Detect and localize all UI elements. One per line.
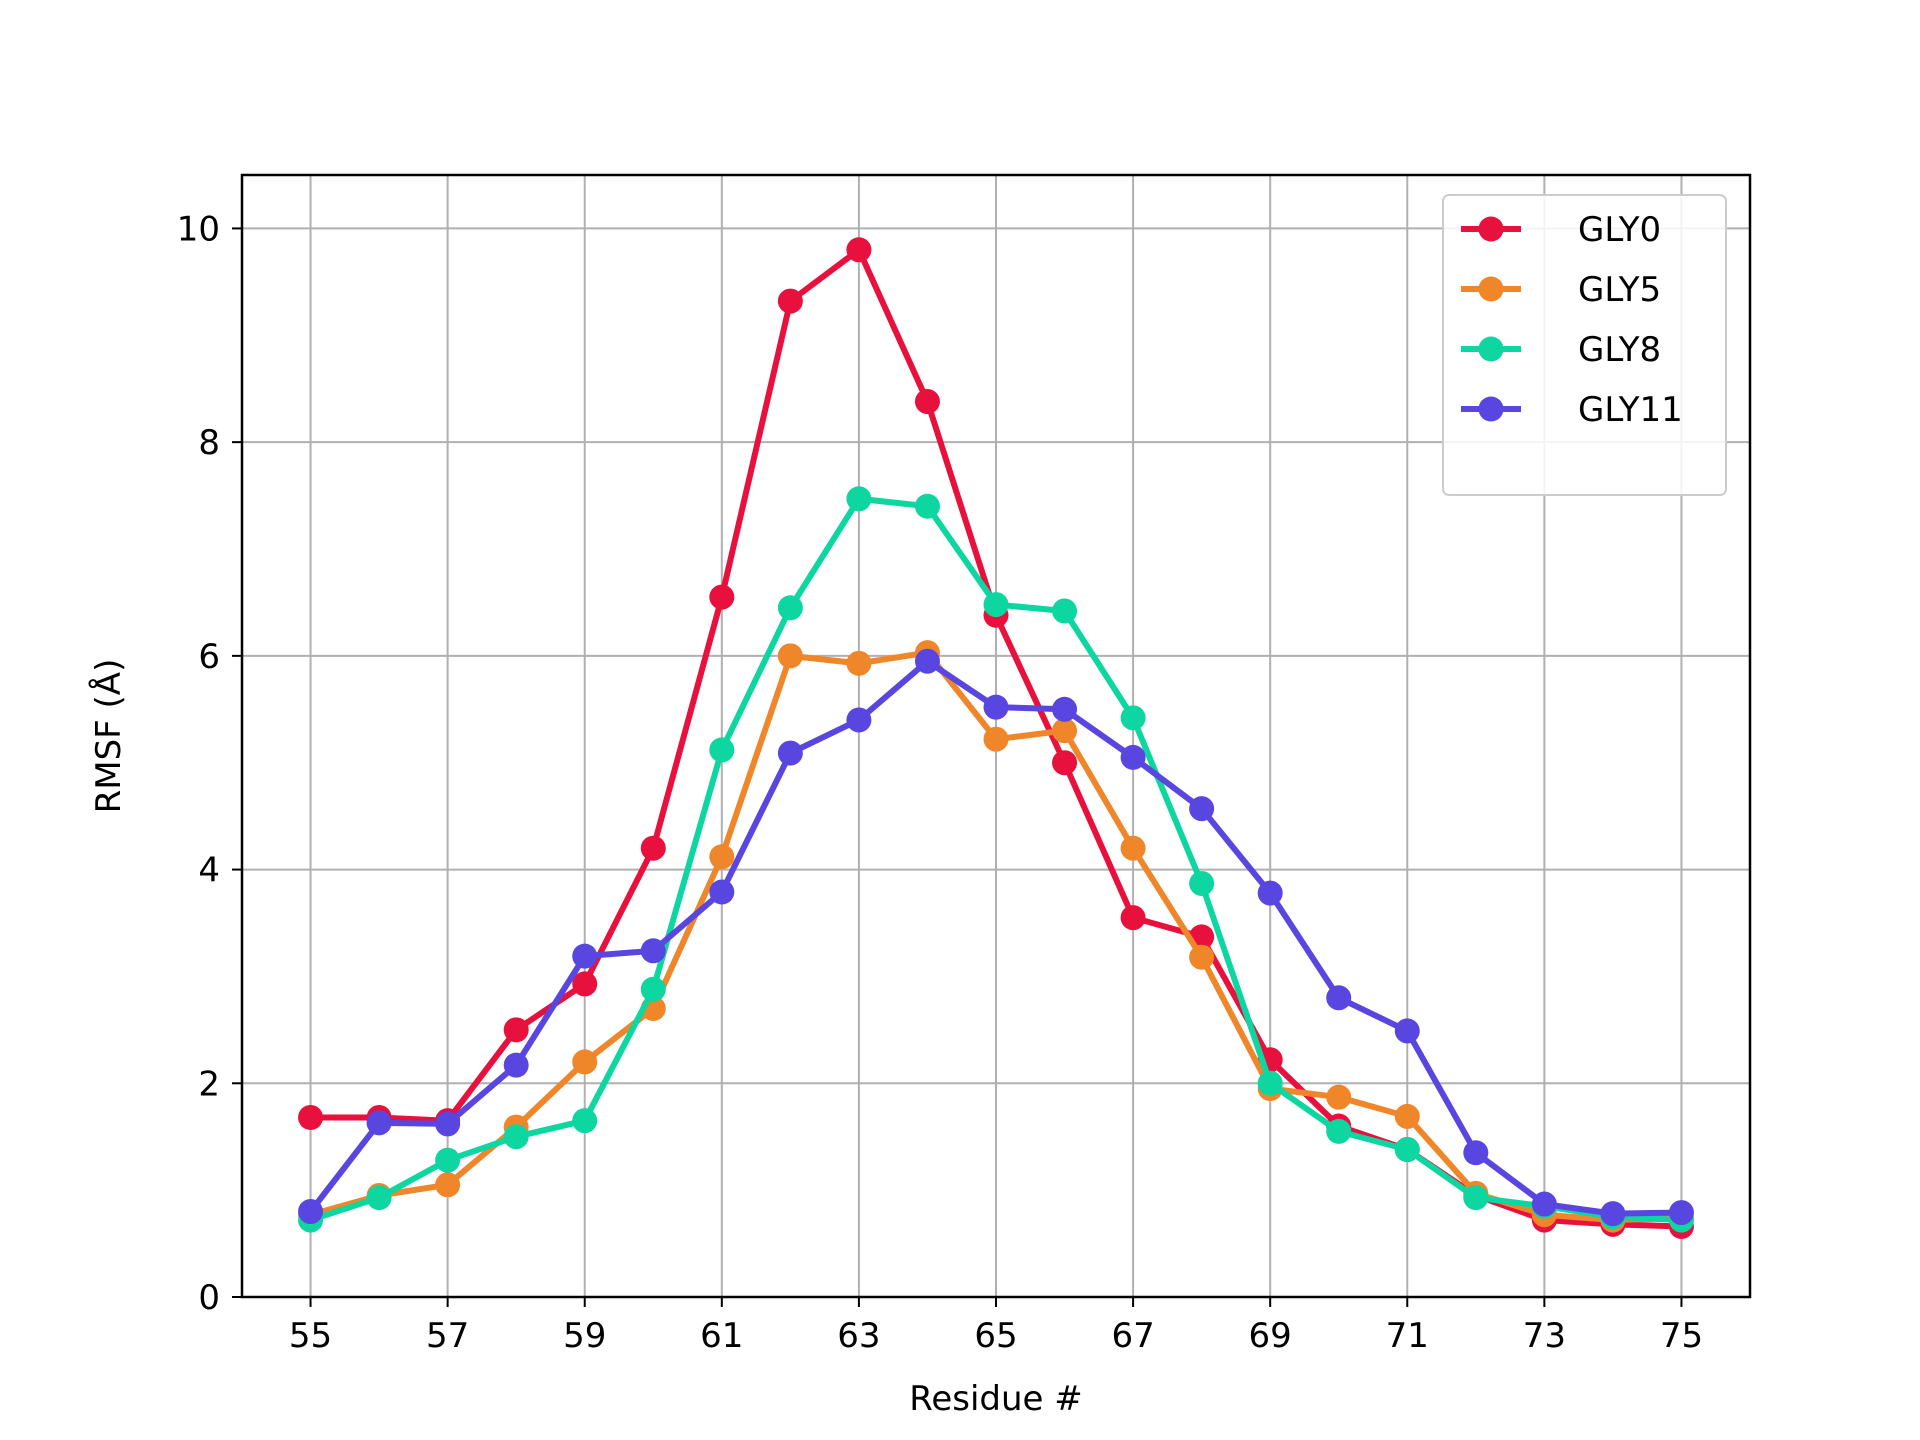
data-point <box>1257 1070 1283 1096</box>
y-tick-label: 6 <box>198 637 220 677</box>
data-point <box>1120 905 1146 931</box>
data-point <box>572 1108 598 1134</box>
x-tick-label: 75 <box>1660 1316 1703 1356</box>
data-point <box>777 595 803 621</box>
data-point <box>1189 870 1215 896</box>
x-tick-label: 65 <box>974 1316 1017 1356</box>
data-point <box>640 976 666 1002</box>
data-point <box>1668 1200 1694 1226</box>
data-point <box>709 844 735 870</box>
plot-frame <box>240 173 1752 1299</box>
data-point <box>1463 1140 1489 1166</box>
data-point <box>846 237 872 263</box>
data-point <box>640 938 666 964</box>
grid-lines <box>242 175 1750 1298</box>
legend-label: GLY0 <box>1578 210 1661 250</box>
data-point <box>914 389 940 415</box>
data-point <box>1120 705 1146 731</box>
data-point <box>983 592 1009 618</box>
x-tick-label: 71 <box>1386 1316 1429 1356</box>
x-tick-label: 61 <box>700 1316 743 1356</box>
plot-series <box>298 237 1694 1239</box>
data-point <box>1463 1185 1489 1211</box>
legend-marker <box>1478 336 1504 362</box>
data-point <box>366 1110 392 1136</box>
data-point <box>366 1185 392 1211</box>
x-tick-label: 63 <box>837 1316 880 1356</box>
legend-label: GLY11 <box>1578 390 1683 430</box>
data-point <box>983 726 1009 752</box>
y-tick-label: 8 <box>198 423 220 463</box>
x-axis-label: Residue # <box>909 1379 1083 1419</box>
data-point <box>572 971 598 997</box>
data-point <box>1326 1118 1352 1144</box>
y-axis-label: RMSF (Å) <box>88 659 129 814</box>
data-point <box>983 694 1009 720</box>
y-tick-label: 10 <box>177 209 220 249</box>
data-point <box>709 584 735 610</box>
data-point <box>1052 696 1078 722</box>
data-point <box>709 879 735 905</box>
legend-box <box>1442 194 1727 496</box>
y-tick-label: 4 <box>198 851 220 891</box>
data-point <box>1257 880 1283 906</box>
x-tick-label: 73 <box>1523 1316 1566 1356</box>
data-point <box>914 493 940 519</box>
legend: GLY0 GLY5 GLY8 GLY11 <box>1442 194 1727 496</box>
data-point <box>503 1017 529 1043</box>
data-point <box>1394 1137 1420 1163</box>
data-point <box>572 943 598 969</box>
y-tick-label: 0 <box>198 1278 220 1318</box>
data-point <box>846 486 872 512</box>
data-point <box>435 1111 461 1137</box>
legend-label: GLY8 <box>1578 330 1661 370</box>
data-point <box>298 1104 324 1130</box>
data-point <box>1326 985 1352 1011</box>
x-tick-label: 55 <box>289 1316 332 1356</box>
data-point <box>1052 598 1078 624</box>
y-axis-ticks: 0 2 4 6 8 10 <box>177 209 242 1318</box>
data-point <box>640 835 666 861</box>
legend-item-gly0: GLY0 <box>1461 210 1661 250</box>
x-tick-label: 59 <box>563 1316 606 1356</box>
data-point <box>914 648 940 674</box>
x-tick-label: 67 <box>1111 1316 1154 1356</box>
legend-label: GLY5 <box>1578 270 1661 310</box>
data-point <box>709 737 735 763</box>
data-point <box>1120 744 1146 770</box>
data-point <box>846 707 872 733</box>
data-point <box>435 1147 461 1173</box>
legend-marker <box>1478 216 1504 242</box>
data-point <box>777 740 803 766</box>
data-point <box>1052 750 1078 776</box>
y-tick-label: 2 <box>198 1064 220 1104</box>
legend-item-gly11: GLY11 <box>1461 390 1683 430</box>
data-point <box>572 1049 598 1075</box>
series-gly11 <box>298 648 1694 1227</box>
legend-item-gly8: GLY8 <box>1461 330 1661 370</box>
legend-item-gly5: GLY5 <box>1461 270 1661 310</box>
data-point <box>298 1199 324 1225</box>
x-axis-ticks: 55 57 59 61 63 65 67 69 71 73 75 <box>289 1297 1703 1356</box>
data-point <box>1052 718 1078 744</box>
data-point <box>435 1172 461 1198</box>
x-tick-label: 57 <box>426 1316 469 1356</box>
data-point <box>1394 1018 1420 1044</box>
data-point <box>503 1052 529 1078</box>
data-point <box>503 1124 529 1150</box>
data-point <box>1120 835 1146 861</box>
data-point <box>777 643 803 669</box>
legend-marker <box>1478 396 1504 422</box>
data-point <box>1394 1103 1420 1129</box>
x-tick-label: 69 <box>1249 1316 1292 1356</box>
data-point <box>1189 944 1215 970</box>
data-point <box>1326 1084 1352 1110</box>
data-point <box>1531 1191 1557 1217</box>
data-point <box>1189 796 1215 822</box>
legend-marker <box>1478 276 1504 302</box>
data-point <box>846 650 872 676</box>
data-point <box>1600 1201 1626 1227</box>
data-point <box>777 288 803 314</box>
